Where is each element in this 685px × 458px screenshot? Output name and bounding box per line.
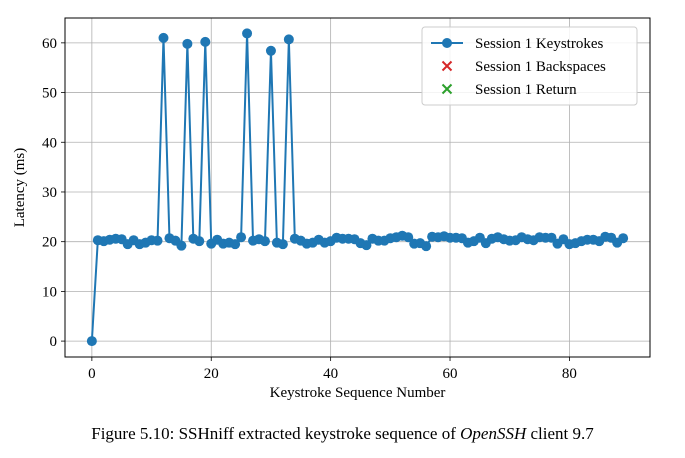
data-point bbox=[259, 236, 270, 247]
x-tick-label: 0 bbox=[88, 366, 96, 382]
data-point bbox=[265, 45, 276, 56]
y-tick-label: 20 bbox=[42, 235, 57, 251]
data-point bbox=[182, 38, 193, 49]
data-point bbox=[152, 235, 163, 246]
data-point bbox=[618, 233, 629, 244]
legend-entry-label: Session 1 Keystrokes bbox=[475, 36, 603, 52]
axis-ticks: 0 20 40 60 80 0 10 20 30 40 50 60 bbox=[42, 36, 577, 382]
series-layer bbox=[86, 28, 629, 347]
data-point bbox=[86, 336, 97, 347]
data-point bbox=[200, 36, 211, 47]
caption-prefix: Figure 5.10: SSHniff extracted keystroke… bbox=[91, 424, 461, 443]
y-tick-label: 30 bbox=[42, 185, 57, 201]
legend-marker-x bbox=[441, 83, 453, 95]
data-point bbox=[176, 240, 187, 251]
y-axis-label: Latency (ms) bbox=[12, 148, 28, 228]
x-axis-label: Keystroke Sequence Number bbox=[270, 385, 446, 401]
data-point bbox=[277, 239, 288, 250]
x-tick-label: 60 bbox=[443, 366, 458, 382]
caption-italic: OpenSSH bbox=[460, 424, 527, 443]
data-point bbox=[242, 28, 253, 39]
data-point bbox=[158, 32, 169, 43]
legend-marker-x bbox=[441, 60, 453, 72]
x-tick-label: 40 bbox=[323, 366, 338, 382]
y-tick-label: 0 bbox=[50, 334, 58, 350]
caption-suffix: client 9.7 bbox=[526, 424, 594, 443]
x-tick-label: 80 bbox=[562, 366, 577, 382]
legend: Session 1 Keystrokes Session 1 Backspaces… bbox=[421, 26, 638, 106]
y-tick-label: 50 bbox=[42, 86, 57, 102]
y-tick-label: 40 bbox=[42, 135, 57, 151]
legend-box bbox=[421, 26, 638, 106]
line-chart: 0 20 40 60 80 0 10 20 30 40 50 60 Keystroke Sequenc… bbox=[12, 17, 651, 401]
data-point bbox=[194, 236, 205, 247]
x-tick-label: 20 bbox=[204, 366, 219, 382]
data-point bbox=[421, 241, 432, 252]
figure-caption: Figure 5.10: SSHniff extracted keystroke… bbox=[0, 424, 685, 444]
data-point bbox=[361, 240, 372, 251]
data-point bbox=[236, 232, 247, 243]
y-tick-label: 10 bbox=[42, 284, 57, 300]
data-point bbox=[283, 34, 294, 45]
legend-entry-label: Session 1 Return bbox=[475, 82, 577, 98]
y-tick-label: 60 bbox=[42, 36, 57, 52]
legend-entry-label: Session 1 Backspaces bbox=[475, 59, 606, 75]
legend-marker-circle bbox=[442, 38, 452, 48]
plot-frame bbox=[64, 17, 651, 358]
data-point bbox=[403, 232, 414, 243]
data-point bbox=[230, 239, 241, 250]
